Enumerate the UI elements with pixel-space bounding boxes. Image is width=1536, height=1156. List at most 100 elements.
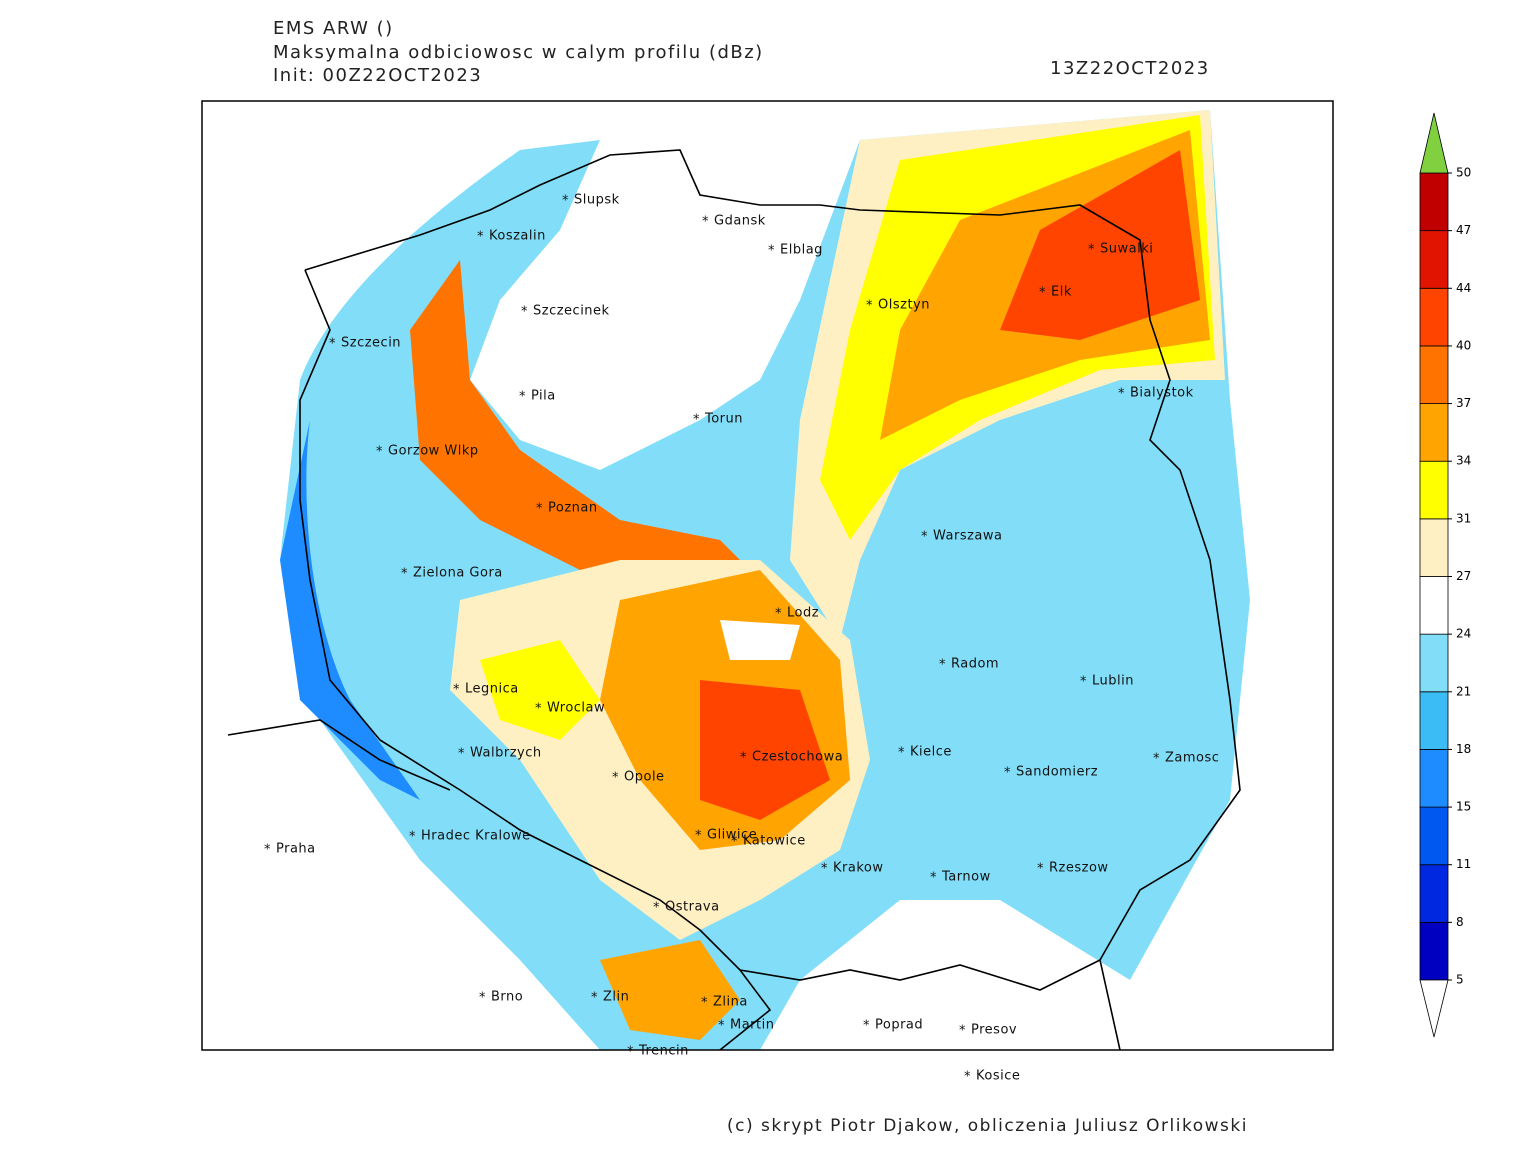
city-label: Lodz (787, 606, 819, 621)
city-marker: * (701, 996, 708, 1011)
city-marker: * (718, 1019, 725, 1034)
colorbar-band (1419, 921, 1449, 981)
city-label: Suwalki (1100, 242, 1153, 257)
city-label: Zielona Gora (413, 566, 503, 581)
city-marker: * (458, 747, 465, 762)
city-label: Poprad (875, 1018, 923, 1033)
city-label: Hradec Kralowe (421, 829, 531, 844)
city-label: Ostrava (665, 900, 720, 915)
colorbar-label: 27 (1456, 569, 1471, 583)
city-marker: * (921, 530, 928, 545)
colorbar-label: 31 (1456, 511, 1471, 525)
city-marker: * (1039, 286, 1046, 301)
city-marker: * (535, 702, 542, 717)
colorbar-under (1419, 979, 1449, 1038)
colorbar-band (1419, 806, 1449, 866)
map-frame (201, 100, 1334, 1051)
colorbar-label: 24 (1456, 627, 1471, 641)
city-marker: * (1037, 862, 1044, 877)
reflectivity-field (280, 110, 1250, 1050)
city-marker: * (329, 337, 336, 352)
colorbar-label: 15 (1456, 800, 1471, 814)
city-marker: * (612, 771, 619, 786)
city-label: Zamosc (1165, 751, 1219, 766)
city-label: Radom (951, 657, 999, 672)
city-label: Legnica (465, 682, 519, 697)
city-marker: * (453, 683, 460, 698)
city-marker: * (519, 390, 526, 405)
city-label: Pila (531, 389, 556, 404)
colorbar-band (1419, 518, 1449, 577)
city-marker: * (562, 194, 569, 209)
init-time: Init: 00Z22OCT2023 (273, 65, 482, 86)
city-marker: * (591, 991, 598, 1006)
city-label: Bialystok (1130, 386, 1194, 401)
city-marker: * (930, 871, 937, 886)
city-label: Praha (276, 842, 316, 857)
colorbar-label: 47 (1456, 223, 1471, 237)
city-label: Koszalin (489, 229, 546, 244)
city-marker: * (959, 1024, 966, 1039)
colorbar-label: 11 (1456, 857, 1471, 871)
city-label: Torun (704, 412, 743, 427)
model-title: EMS ARW () (273, 18, 394, 39)
city-marker: * (1080, 675, 1087, 690)
colorbar-band (1419, 460, 1449, 520)
city-label: Walbrzych (470, 746, 542, 761)
colorbar-label: 34 (1456, 454, 1471, 468)
city-label: Presov (971, 1023, 1017, 1038)
city-label: Rzeszow (1049, 861, 1109, 876)
city-label: Tarnow (941, 870, 991, 885)
city-label: Katowice (743, 834, 806, 849)
borders (227, 149, 1241, 1050)
colorbar-band (1419, 633, 1449, 693)
colorbar-band (1419, 172, 1449, 232)
footer-credit: (c) skrypt Piotr Djakow, obliczenia Juli… (727, 1116, 1248, 1136)
city-marker: * (740, 751, 747, 766)
city-label: Elblag (780, 243, 823, 258)
colorbar-band (1419, 749, 1449, 808)
city-marker: * (401, 567, 408, 582)
city-label: Szczecinek (533, 304, 610, 319)
city-label: Szczecin (341, 336, 401, 351)
city-marker: * (863, 1019, 870, 1034)
city-marker: * (479, 991, 486, 1006)
city-marker: * (1118, 387, 1125, 402)
city-marker: * (264, 843, 271, 858)
city-label: Kielce (910, 745, 952, 760)
city-label: Opole (624, 770, 665, 785)
colorbar-band (1419, 230, 1449, 289)
colorbar-band (1419, 691, 1449, 750)
colorbar-band (1419, 576, 1449, 635)
colorbar-band (1419, 864, 1449, 923)
city-label: Gorzow Wlkp (388, 444, 479, 459)
city-label: Olsztyn (878, 298, 930, 313)
city-marker: * (695, 829, 702, 844)
city-label: Lublin (1092, 674, 1134, 689)
colorbar-band (1419, 345, 1449, 404)
city-label: Poznan (548, 501, 598, 516)
city-marker: * (376, 445, 383, 460)
colorbar-label: 21 (1456, 684, 1471, 698)
colorbar-label: 5 (1456, 973, 1464, 987)
colorbar-label: 37 (1456, 396, 1471, 410)
city-label: Sandomierz (1016, 765, 1098, 780)
city-label: Czestochowa (752, 750, 843, 765)
city-label: Trencin (638, 1044, 689, 1059)
city-marker: * (768, 244, 775, 259)
city-marker: * (627, 1045, 634, 1060)
city-marker: * (693, 413, 700, 428)
city-marker: * (536, 502, 543, 517)
city-marker: * (1088, 243, 1095, 258)
city-marker: * (866, 299, 873, 314)
colorbar-band (1419, 403, 1449, 462)
city-marker: * (964, 1070, 971, 1085)
city-marker: * (731, 835, 738, 850)
city-marker: * (521, 305, 528, 320)
colorbar-label: 8 (1456, 915, 1464, 929)
city-label: Zlina (713, 995, 748, 1010)
city-marker: * (1153, 752, 1160, 767)
city-marker: * (821, 862, 828, 877)
colorbar-over (1419, 112, 1449, 174)
